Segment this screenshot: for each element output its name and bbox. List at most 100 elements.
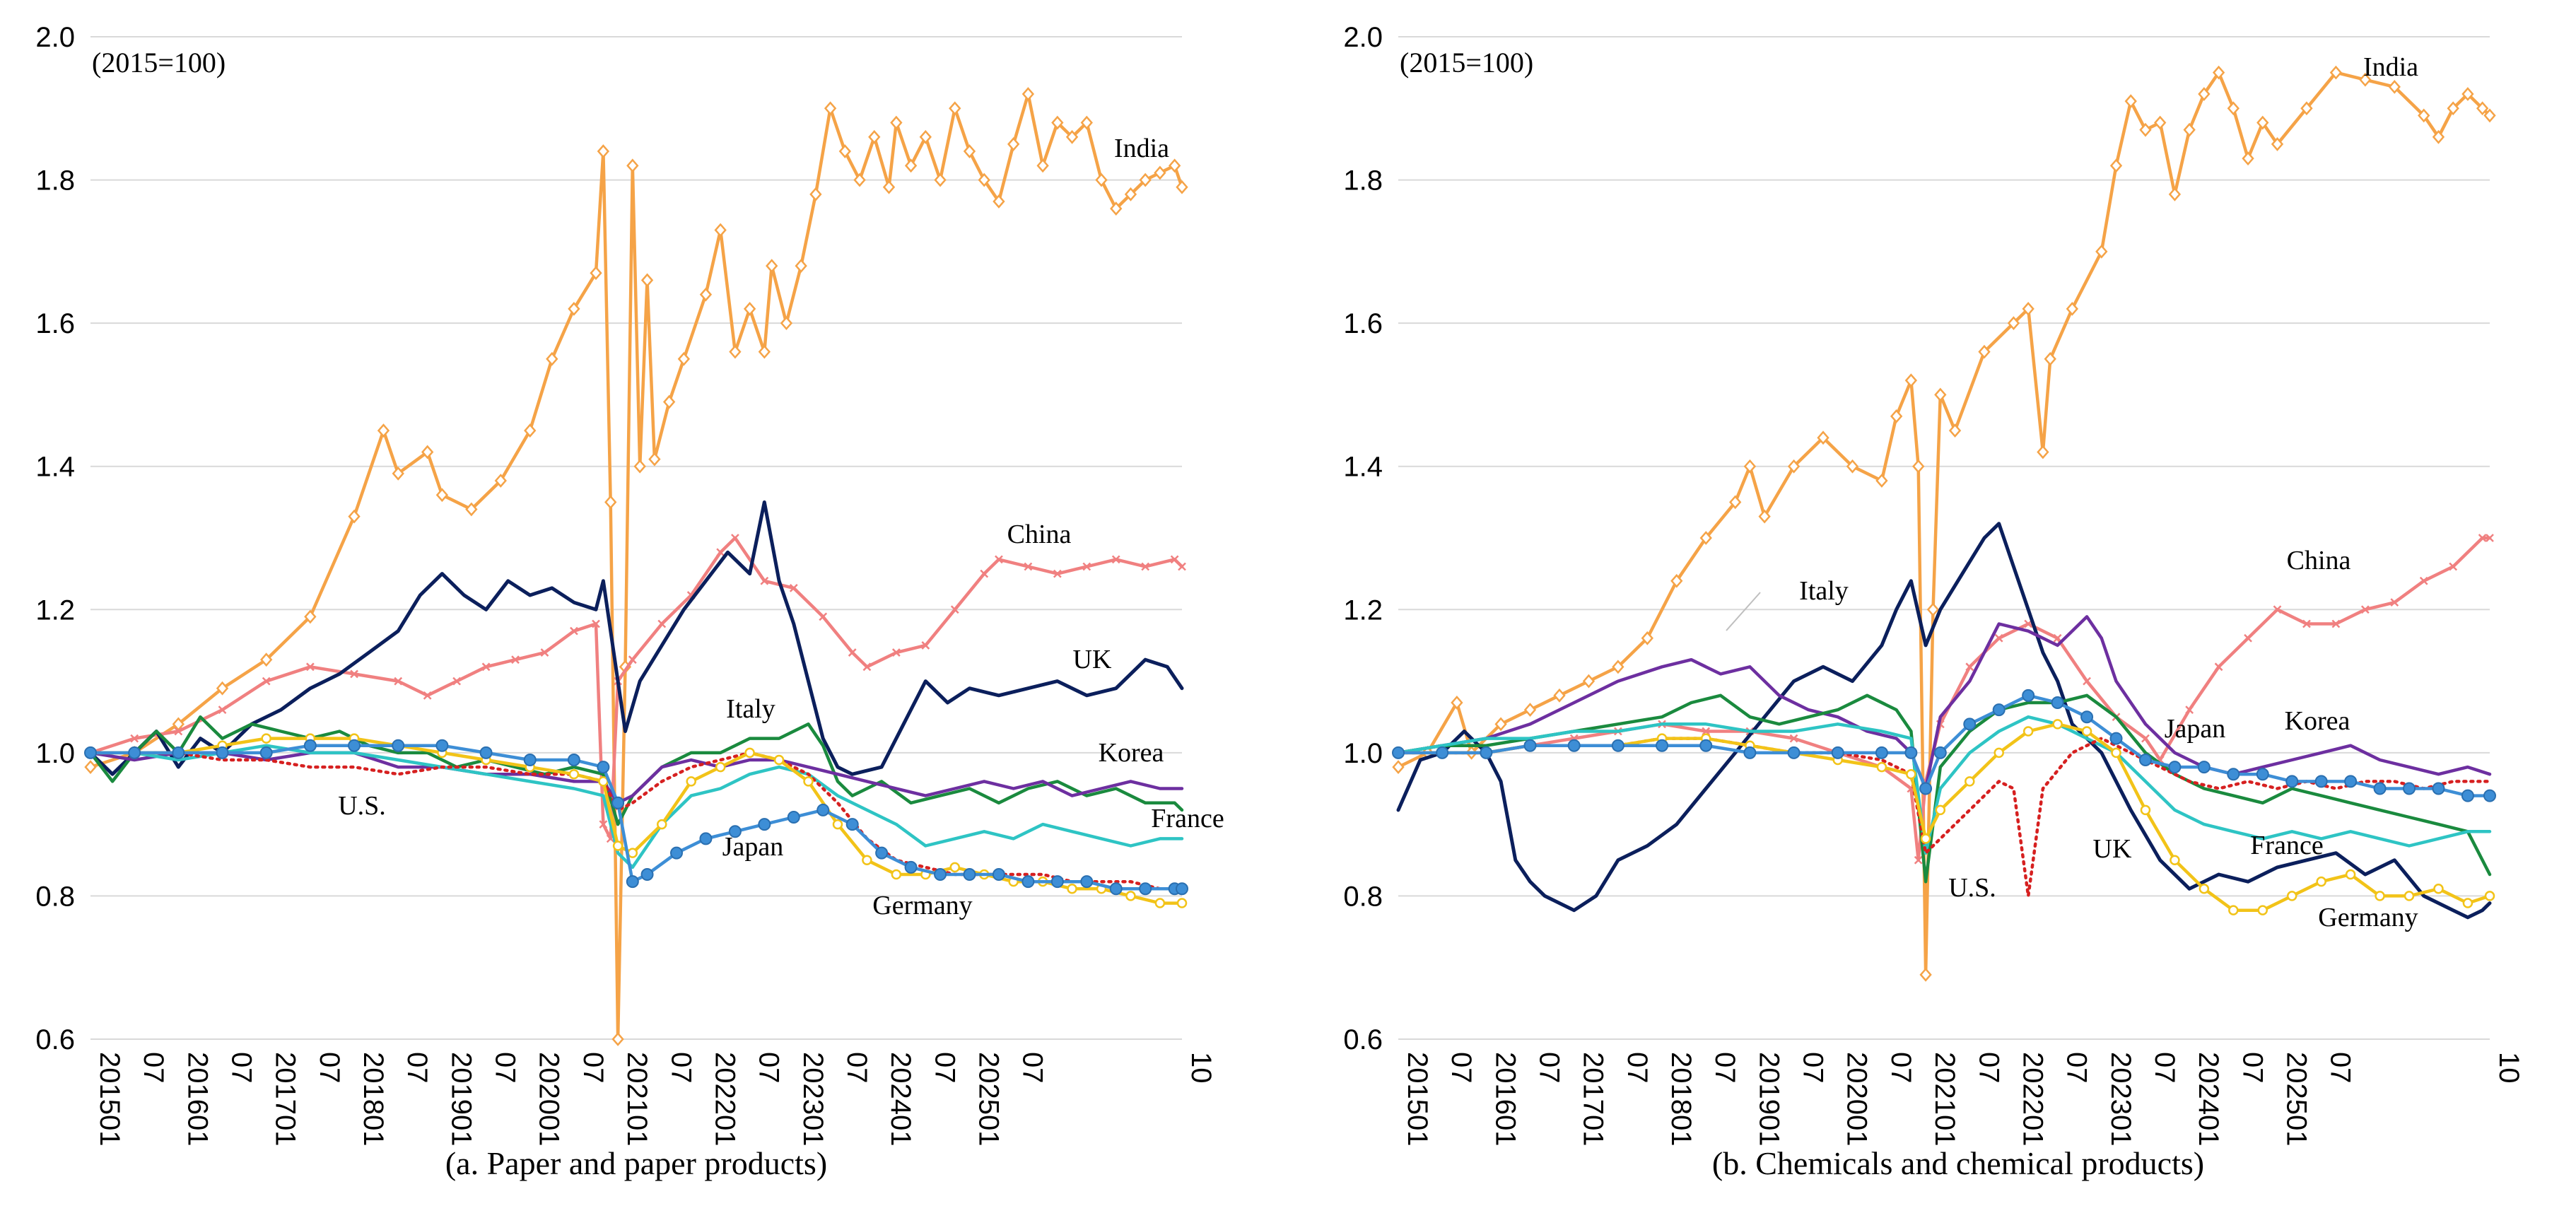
x-tick-label: 201601 xyxy=(182,1052,213,1146)
data-point xyxy=(1612,660,1624,674)
x-tick-label: 07 xyxy=(1622,1052,1653,1084)
data-point xyxy=(1817,431,1829,445)
data-point xyxy=(1914,855,1923,865)
data-point xyxy=(2329,65,2343,80)
data-point xyxy=(2109,158,2123,173)
data-point xyxy=(1963,718,1977,731)
x-tick-label: 07 xyxy=(1709,1052,1740,1084)
data-point xyxy=(303,739,317,752)
data-point xyxy=(1480,746,1493,759)
data-point xyxy=(2461,789,2474,802)
data-point xyxy=(1082,562,1091,571)
data-point xyxy=(592,619,600,628)
series-label-italy: Italy xyxy=(726,694,775,724)
data-point xyxy=(1451,696,1463,710)
data-point xyxy=(2022,301,2035,316)
x-tick-label: 07 xyxy=(402,1052,433,1084)
data-point xyxy=(1787,746,1801,759)
x-tick-label: 201901 xyxy=(445,1052,476,1146)
data-point xyxy=(921,641,930,650)
data-point xyxy=(640,273,654,288)
data-point xyxy=(2345,869,2356,880)
data-point xyxy=(714,223,727,238)
data-point xyxy=(1176,882,1188,896)
data-point xyxy=(845,818,859,831)
data-point xyxy=(546,351,558,366)
data-point xyxy=(465,502,478,517)
data-point xyxy=(2141,734,2150,743)
data-point xyxy=(612,841,623,851)
data-point xyxy=(2095,244,2108,259)
data-point xyxy=(1494,717,1507,732)
data-point xyxy=(2124,94,2137,109)
data-point xyxy=(2373,782,2387,795)
data-point xyxy=(904,860,918,874)
data-point xyxy=(787,811,800,824)
x-tick-label: 07 xyxy=(2325,1052,2356,1084)
data-point xyxy=(934,868,947,882)
data-point xyxy=(731,534,739,542)
data-point xyxy=(2388,80,2401,94)
data-point xyxy=(611,796,625,809)
y-tick-label: 1.0 xyxy=(1343,738,1383,769)
data-point xyxy=(2285,775,2299,788)
data-point xyxy=(2168,761,2182,774)
data-point xyxy=(2461,87,2474,101)
data-point xyxy=(2300,101,2313,116)
data-point xyxy=(2185,705,2194,714)
data-point xyxy=(2022,689,2035,702)
data-point xyxy=(992,868,1005,882)
data-point xyxy=(686,776,696,787)
data-point xyxy=(524,423,537,438)
data-point xyxy=(1641,631,1653,645)
data-point xyxy=(2419,576,2428,585)
data-point xyxy=(1875,746,1888,759)
data-point xyxy=(216,681,229,696)
data-point xyxy=(868,129,881,144)
data-point xyxy=(304,609,317,624)
data-point xyxy=(604,495,617,510)
data-point xyxy=(2302,619,2311,628)
data-point xyxy=(1021,87,1035,101)
data-point xyxy=(2199,884,2210,894)
x-tick-label: 202101 xyxy=(1929,1052,1960,1146)
data-point xyxy=(1553,688,1566,703)
data-point xyxy=(523,753,537,766)
series-label-japan: Japan xyxy=(722,832,784,862)
x-tick-label: 202001 xyxy=(1842,1052,1873,1146)
y-tick-label: 2.0 xyxy=(1343,22,1383,53)
y-tick-label: 1.8 xyxy=(1343,165,1383,197)
x-tick-label: 07 xyxy=(1017,1052,1048,1084)
data-point xyxy=(2244,633,2252,643)
data-point xyxy=(1656,739,1669,752)
data-point xyxy=(1095,172,1108,187)
x-tick-label: 07 xyxy=(226,1052,257,1084)
data-point xyxy=(1154,898,1166,908)
unit-note: (2015=100) xyxy=(1400,47,1533,78)
data-point xyxy=(2083,677,2091,686)
data-point xyxy=(1934,387,1947,402)
data-point xyxy=(766,259,778,274)
data-point xyxy=(2154,115,2167,130)
data-point xyxy=(394,677,403,686)
x-tick-label: 07 xyxy=(1534,1052,1565,1084)
series-label-japan: Japan xyxy=(2165,714,2226,744)
data-point xyxy=(590,266,602,281)
data-point xyxy=(1036,158,1049,173)
data-point xyxy=(2314,775,2328,788)
data-point xyxy=(172,746,185,759)
data-point xyxy=(699,287,713,302)
x-tick-label: 202201 xyxy=(709,1052,740,1146)
data-point xyxy=(2257,905,2268,915)
data-point xyxy=(789,584,798,592)
data-point xyxy=(2256,768,2269,781)
data-point xyxy=(2212,65,2225,80)
data-point xyxy=(348,739,361,752)
data-point xyxy=(1168,158,1181,173)
data-point xyxy=(995,555,1003,564)
data-point xyxy=(2170,855,2180,866)
data-point xyxy=(729,344,742,359)
data-point xyxy=(1176,180,1188,194)
data-point xyxy=(1080,875,1094,889)
data-point xyxy=(963,868,976,882)
